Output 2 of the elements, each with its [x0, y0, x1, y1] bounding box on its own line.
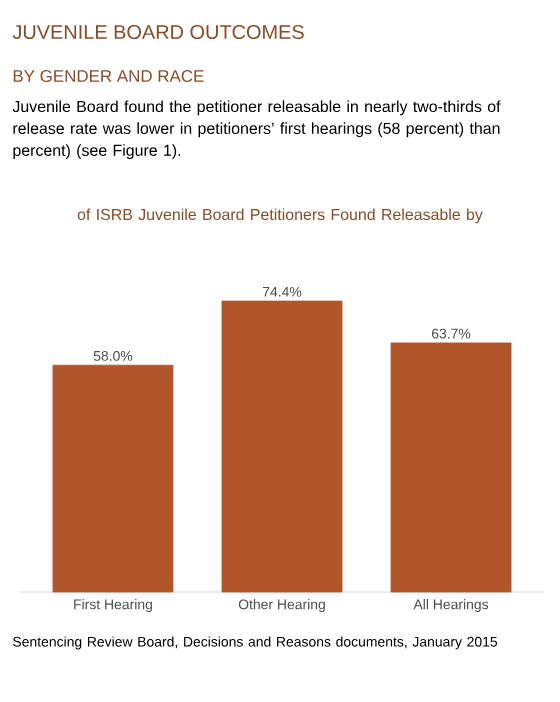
text: BY GENDER AND RACE [13, 70, 204, 82]
text: JUVENILE BOARD OUTCOMES [12, 24, 304, 40]
